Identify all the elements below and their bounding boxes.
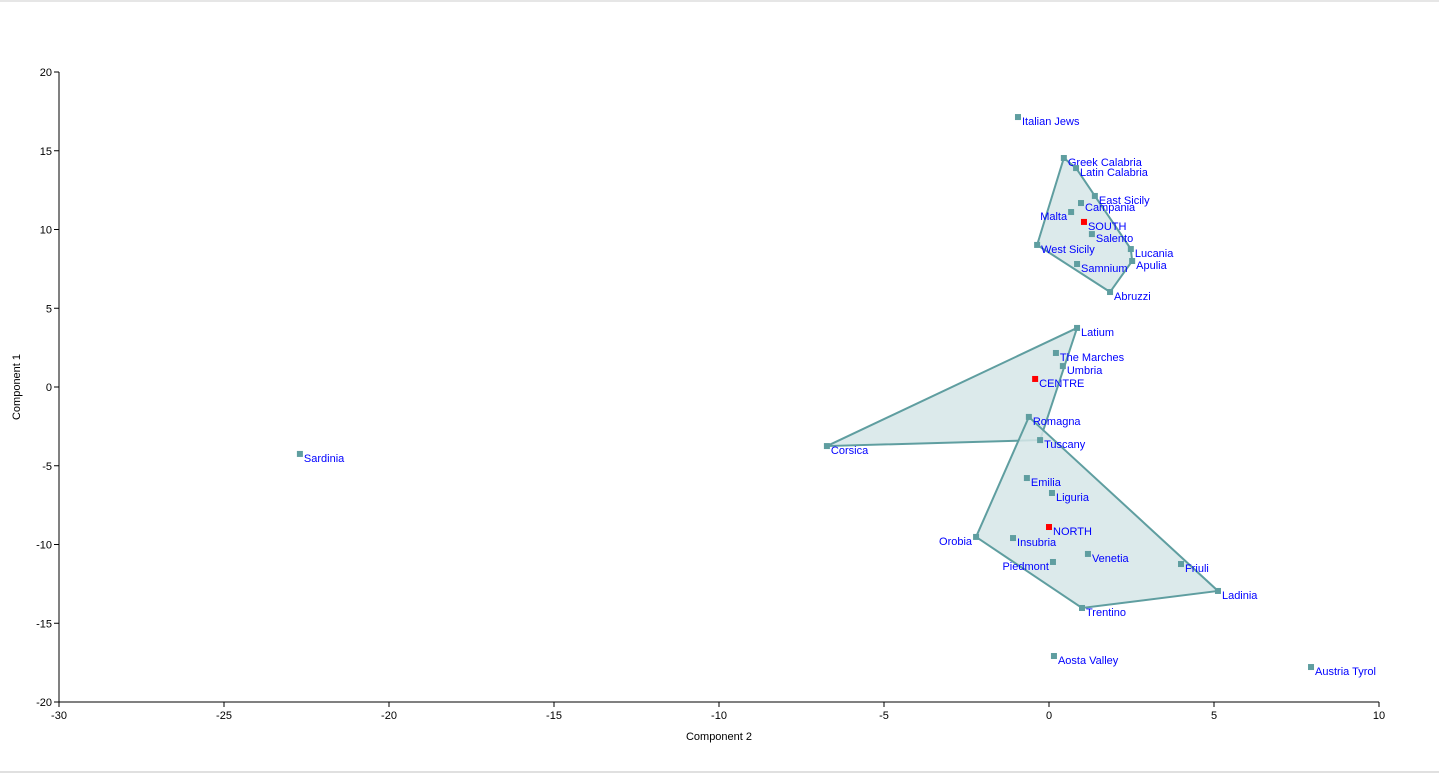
- x-tick-label: 0: [1046, 710, 1052, 722]
- point-salento: [1088, 231, 1095, 238]
- point-label-italian-jews: Italian Jews: [1022, 116, 1080, 128]
- point-label-trentino: Trentino: [1086, 607, 1126, 619]
- y-tick-label: 15: [40, 146, 52, 158]
- point-label-latium: Latium: [1081, 327, 1114, 339]
- point-label-east-sicily: East Sicily: [1099, 195, 1150, 207]
- point-east-sicily: [1091, 192, 1098, 199]
- point-west-sicily: [1034, 241, 1041, 248]
- point-label-venetia: Venetia: [1092, 553, 1130, 565]
- y-axis-label: Component 1: [11, 354, 23, 420]
- point-ladinia: [1214, 587, 1221, 594]
- x-tick-label: 5: [1211, 710, 1217, 722]
- x-tick-label: 10: [1373, 710, 1385, 722]
- y-tick-label: 0: [46, 382, 52, 394]
- x-tick-label: -15: [546, 710, 562, 722]
- point-label-lucania: Lucania: [1135, 248, 1174, 260]
- point-abruzzi: [1107, 289, 1114, 296]
- point-aosta-valley: [1050, 653, 1057, 660]
- hull-south: [1035, 156, 1134, 294]
- point-label-insubria: Insubria: [1017, 537, 1057, 549]
- point-label-latin-calabria: Latin Calabria: [1080, 167, 1149, 179]
- point-greek-calabria: [1060, 154, 1067, 161]
- point-tuscany: [1037, 437, 1044, 444]
- point-label-piedmont: Piedmont: [1002, 561, 1048, 573]
- point-latin-calabria: [1073, 165, 1080, 172]
- point-label-austria-tyrol: Austria Tyrol: [1315, 666, 1376, 678]
- point-trentino: [1079, 604, 1085, 611]
- point-liguria: [1048, 489, 1055, 496]
- point-piedmont: [1049, 558, 1056, 565]
- point-centre: [1032, 375, 1039, 382]
- point-label-the-marches: The Marches: [1060, 352, 1125, 364]
- point-label-greek-calabria: Greek Calabria: [1068, 157, 1143, 169]
- x-tick-label: -30: [51, 710, 67, 722]
- point-label-romagna: Romagna: [1033, 416, 1082, 428]
- point-north: [1046, 524, 1052, 531]
- point-label-salento: Salento: [1096, 233, 1133, 245]
- y-tick-label: -5: [42, 461, 52, 473]
- y-tick-label: -15: [36, 618, 52, 630]
- point-label-corsica: Corsica: [831, 445, 869, 457]
- point-corsica: [823, 443, 830, 450]
- y-tick-label: 5: [46, 303, 52, 315]
- point-south: [1080, 218, 1087, 225]
- point-apulia: [1129, 258, 1136, 264]
- point-friuli: [1178, 561, 1184, 568]
- point-label-centre: CENTRE: [1039, 378, 1084, 390]
- point-label-friuli: Friuli: [1185, 563, 1209, 575]
- x-tick-label: -5: [879, 710, 889, 722]
- point-venetia: [1084, 550, 1091, 557]
- point-label-abruzzi: Abruzzi: [1114, 291, 1151, 303]
- x-tick-label: -20: [381, 710, 397, 722]
- point-latium: [1074, 324, 1081, 331]
- point-emilia: [1023, 475, 1030, 482]
- point-label-aosta-valley: Aosta Valley: [1058, 655, 1119, 667]
- point-label-tuscany: Tuscany: [1044, 439, 1086, 451]
- point-label-campania: Campania: [1085, 202, 1136, 214]
- point-malta: [1068, 209, 1075, 216]
- point-samnium: [1074, 260, 1081, 267]
- point-lucania: [1127, 246, 1134, 253]
- point-label-north: NORTH: [1053, 526, 1092, 538]
- y-tick-label: -20: [36, 697, 52, 709]
- point-label-west-sicily: West Sicily: [1041, 244, 1095, 256]
- point-the-marches: [1052, 349, 1059, 356]
- point-insubria: [1010, 535, 1017, 542]
- hull-north: [974, 415, 1221, 610]
- point-umbria: [1059, 363, 1066, 370]
- point-label-sardinia: Sardinia: [304, 453, 345, 465]
- x-tick-label: -10: [711, 710, 727, 722]
- point-label-umbria: Umbria: [1067, 365, 1103, 377]
- x-axis-label: Component 2: [686, 731, 752, 743]
- point-label-ladinia: Ladinia: [1222, 590, 1258, 602]
- y-tick-label: -10: [36, 540, 52, 552]
- point-austria-tyrol: [1308, 664, 1315, 671]
- point-romagna: [1025, 413, 1032, 420]
- top-border: [0, 0, 1439, 2]
- y-tick-label: 10: [40, 225, 52, 237]
- point-label-apulia: Apulia: [1136, 260, 1167, 272]
- point-label-liguria: Liguria: [1056, 492, 1090, 504]
- y-tick-label: 20: [40, 67, 52, 79]
- point-label-orobia: Orobia: [939, 536, 973, 548]
- point-sardinia: [296, 450, 303, 457]
- hull-centre: [826, 326, 1079, 448]
- point-label-malta: Malta: [1040, 211, 1068, 223]
- point-campania: [1078, 200, 1085, 207]
- point-orobia: [973, 533, 980, 540]
- point-label-samnium: Samnium: [1081, 263, 1127, 275]
- point-italian-jews: [1014, 114, 1021, 121]
- point-label-emilia: Emilia: [1031, 477, 1062, 489]
- x-tick-label: -25: [216, 710, 232, 722]
- bottom-border: [0, 771, 1439, 773]
- point-label-south: SOUTH: [1088, 221, 1127, 233]
